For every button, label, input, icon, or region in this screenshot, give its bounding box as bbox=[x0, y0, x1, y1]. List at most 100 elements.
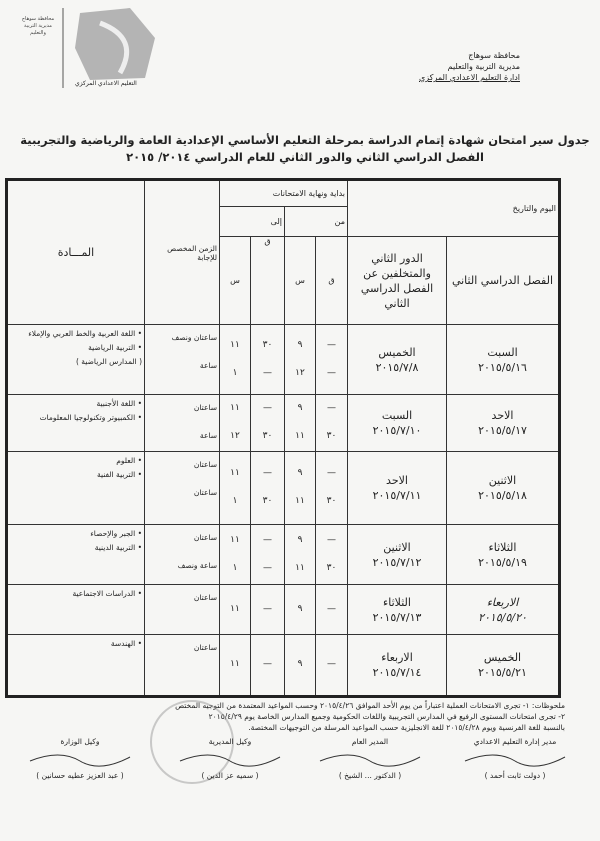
note-line: ملحوظات: ١- تجرى الامتحانات العملية اعتب… bbox=[175, 701, 565, 710]
note-line: ٢- تجرى امتحانات المستوى الرفيع في المدا… bbox=[208, 712, 565, 721]
time-value: ١ bbox=[232, 496, 238, 506]
signature-block: مدير إدارة التعليم الاعدادي ( دولت ثابت أ… bbox=[455, 735, 575, 783]
time-value: ١١ bbox=[230, 468, 240, 478]
duration-cell: ساعتان bbox=[144, 634, 220, 697]
time-from-q-cell: — bbox=[315, 584, 348, 635]
table-row: الاحد ٢٠١٥/٥/١٧ السبت ٢٠١٥/٧/١٠—٣٠ ٩ ١١—٣٠ ١١ ١… bbox=[6, 394, 560, 452]
signature-title: مدير إدارة التعليم الاعدادي bbox=[473, 737, 557, 746]
date: ٢٠١٥/٧/١١ bbox=[372, 489, 422, 502]
date: ٢٠١٥/٥/١٨ bbox=[478, 489, 527, 502]
time-value: ١١ bbox=[295, 496, 305, 506]
first-term-cell: الاحد ٢٠١٥/٥/١٧ bbox=[446, 394, 560, 452]
start-end-header: بداية ونهاية الامتحانات bbox=[219, 179, 348, 207]
signature-block: المدير العام ( الدكتور ... الشيخ ) bbox=[310, 735, 430, 783]
time-value: ٩ bbox=[297, 534, 303, 545]
time-value: ١٢ bbox=[295, 367, 305, 378]
subject-name: • التربية الرياضية bbox=[88, 343, 142, 352]
page-title: جدول سير امتحان شهادة إتمام الدراسة بمرح… bbox=[20, 132, 590, 166]
time-value: ١ bbox=[232, 562, 238, 573]
duration-value: ساعتان bbox=[193, 593, 217, 602]
gov-line: محافظة سوهاج bbox=[468, 51, 520, 60]
subject-name: • اللغة الأجنبية bbox=[96, 399, 143, 408]
subject-cell: • اللغة الأجنبية • الكمبيوتر وتكنولوجيا ا… bbox=[6, 394, 145, 452]
subject-header: المـــادة bbox=[6, 179, 145, 325]
time-value: ١١ bbox=[230, 339, 240, 350]
subject-name: • اللغة العربية والخط العربي والإملاء bbox=[28, 329, 142, 338]
date: ٢٠١٥/٧/١٤ bbox=[372, 666, 422, 679]
signature-block: وكيل الوزارة ( عبد العزيز عطيه حسانين ) bbox=[20, 735, 140, 783]
time-from-s-cell: ٩ ١١ bbox=[284, 451, 316, 525]
subject-name: • العلوم bbox=[116, 456, 142, 465]
second-round-header: الدور الثاني والمتخلفين عن الفصل الدراسي… bbox=[347, 236, 447, 325]
signatory-name: ( عبد العزيز عطيه حسانين ) bbox=[36, 771, 124, 780]
time-to-q-cell: — ٣٠ bbox=[250, 394, 285, 452]
from-hour-header: س bbox=[284, 236, 316, 325]
signature-title: وكيل المديرية bbox=[208, 737, 252, 746]
signature-block: وكيل المديرية ( سميه عز الدين ) bbox=[170, 735, 290, 783]
time-value: ١١ bbox=[295, 431, 305, 441]
date: ٢٠١٥/٥/٢٠ bbox=[478, 610, 527, 624]
duration-value: ساعتان bbox=[193, 403, 217, 412]
time-value: ٣٠ bbox=[262, 339, 273, 350]
signature-title: وكيل الوزارة bbox=[60, 737, 100, 746]
date: ٢٠١٥/٥/١٧ bbox=[478, 424, 527, 437]
first-term-cell: الثلاثاء ٢٠١٥/٥/١٩ bbox=[446, 524, 560, 585]
time-to-q-cell: ٣٠ — bbox=[250, 324, 285, 395]
time-value: ٣٠ bbox=[326, 431, 337, 441]
subject-cell: • الدراسات الاجتماعية bbox=[6, 584, 145, 635]
duration-header: الزمن المخصص للإجابة bbox=[144, 179, 220, 325]
to-minute-header: ق bbox=[250, 236, 285, 325]
second-round-cell: الاربعاء ٢٠١٥/٧/١٤ bbox=[347, 634, 447, 697]
date: ٢٠١٥/٧/٨ bbox=[375, 360, 419, 374]
subject-cell: • الهندسة bbox=[6, 634, 145, 697]
date: ٢٠١٥/٥/٢١ bbox=[478, 666, 527, 679]
signature-title: المدير العام bbox=[351, 737, 389, 746]
time-value: ١١ bbox=[230, 534, 240, 545]
second-round-cell: الثلاثاء ٢٠١٥/٧/١٣ bbox=[347, 584, 447, 635]
table-row: السبت ٢٠١٥/٥/١٦ الخميس ٢٠١٥/٧/٨— —٩ ١٢ ٣٠—١١ ١ س… bbox=[6, 324, 560, 395]
time-to-q-cell: — bbox=[250, 634, 285, 697]
subject-name: • الكمبيوتر وتكنولوجيا المعلومات bbox=[39, 413, 142, 422]
time-to-s-cell: ١١ bbox=[219, 584, 251, 635]
first-term-cell: الاربعاء ٢٠١٥/٥/٢٠ bbox=[446, 584, 560, 635]
subject-name: ( المدارس الرياضية ) bbox=[75, 357, 142, 366]
first-term-cell: السبت ٢٠١٥/٥/١٦ bbox=[446, 324, 560, 395]
time-value: ٩ bbox=[297, 339, 303, 350]
day-date-header: اليوم والتاريخ bbox=[347, 179, 560, 237]
time-from-q-cell: — ٣٠ bbox=[315, 451, 348, 525]
subject-name: • التربية الفنية bbox=[96, 470, 142, 479]
to-header: إلى bbox=[219, 206, 285, 237]
day-name: الاحد bbox=[386, 474, 408, 487]
subject-name: • الجبر والإحصاء bbox=[90, 529, 142, 538]
duration-cell: ساعتان ساعة ونصف bbox=[144, 524, 220, 585]
handwritten-signature-icon bbox=[310, 749, 430, 769]
time-value: ١١ bbox=[230, 659, 240, 669]
signatory-name: ( الدكتور ... الشيخ ) bbox=[338, 771, 402, 780]
date: ٢٠١٥/٥/١٩ bbox=[478, 555, 527, 569]
time-value: ١١ bbox=[230, 603, 240, 614]
time-to-q-cell: — bbox=[250, 584, 285, 635]
duration-value: ساعتان bbox=[193, 488, 217, 497]
time-value: — bbox=[263, 468, 272, 478]
duration-value: ساعتان bbox=[193, 643, 217, 652]
time-value: ٩ bbox=[297, 659, 303, 669]
time-value: ٣٠ bbox=[326, 496, 337, 506]
day-name: الثلاثاء bbox=[383, 595, 411, 609]
signatory-name: ( سميه عز الدين ) bbox=[201, 771, 259, 780]
official-stamp bbox=[150, 700, 234, 784]
duration-cell: ساعتان bbox=[144, 584, 220, 635]
day-name: السبت bbox=[487, 345, 518, 359]
time-value: — bbox=[263, 562, 272, 573]
time-from-q-cell: — ٣٠ bbox=[315, 524, 348, 585]
time-value: — bbox=[263, 403, 272, 413]
time-value: — bbox=[263, 603, 272, 614]
logo-caption: التعليم الاعدادي المركزي bbox=[75, 80, 137, 87]
first-term-cell: الاثنين ٢٠١٥/٥/١٨ bbox=[446, 451, 560, 525]
exam-schedule-table: اليوم والتاريخ بداية ونهاية الامتحانات ا… bbox=[5, 178, 561, 698]
time-value: — bbox=[263, 659, 272, 669]
second-round-cell: الخميس ٢٠١٥/٧/٨ bbox=[347, 324, 447, 395]
day-name: الاثنين bbox=[488, 474, 517, 487]
subject-name: • الدراسات الاجتماعية bbox=[72, 589, 142, 598]
day-name: الاربعاء bbox=[381, 651, 413, 664]
